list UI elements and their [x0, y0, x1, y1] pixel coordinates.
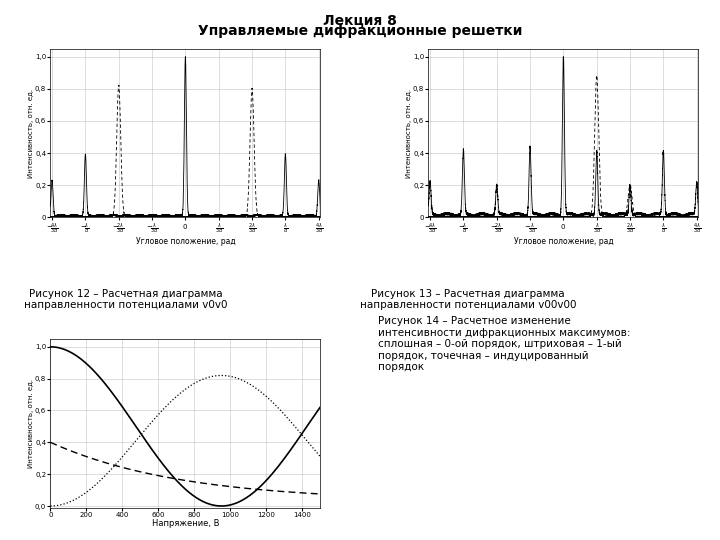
Text: Рисунок 13 – Расчетная диаграмма
направленности потенциалами v00v00: Рисунок 13 – Расчетная диаграмма направл… [360, 289, 576, 310]
X-axis label: Напряжение, В: Напряжение, В [152, 519, 219, 528]
Text: Рисунок 12 – Расчетная диаграмма
направленности потенциалами v0v0: Рисунок 12 – Расчетная диаграмма направл… [24, 289, 228, 310]
Y-axis label: Интенсивность, отн. ед.: Интенсивность, отн. ед. [27, 89, 34, 178]
X-axis label: Угловое положение, рад: Угловое положение, рад [513, 237, 613, 246]
Text: Рисунок 14 – Расчетное изменение
интенсивности дифракционных максимумов:
сплошна: Рисунок 14 – Расчетное изменение интенси… [378, 316, 631, 372]
Y-axis label: Интенсивность, отн. ед.: Интенсивность, отн. ед. [405, 89, 412, 178]
Text: Управляемые дифракционные решетки: Управляемые дифракционные решетки [198, 24, 522, 38]
Text: Лекция 8: Лекция 8 [323, 14, 397, 28]
Y-axis label: Интенсивность, отн. ед.: Интенсивность, отн. ед. [27, 379, 34, 468]
X-axis label: Угловое положение, рад: Угловое положение, рад [135, 237, 235, 246]
